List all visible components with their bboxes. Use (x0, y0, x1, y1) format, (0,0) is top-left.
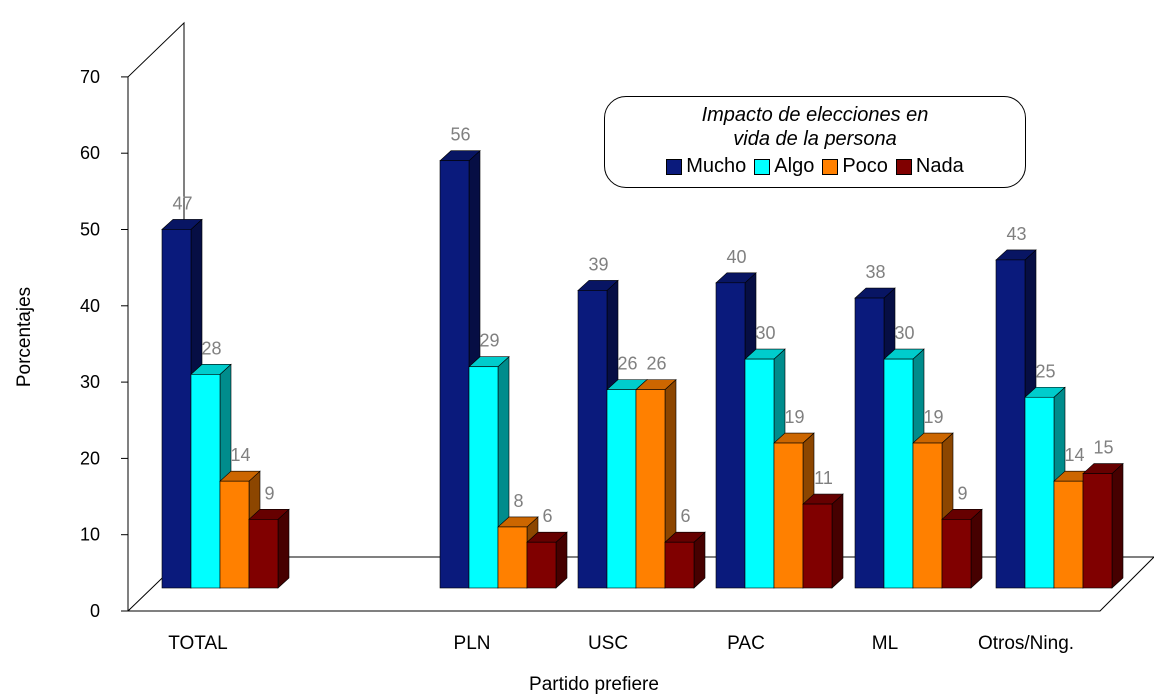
y-tick-label: 40 (80, 296, 100, 316)
bar-front (912, 442, 943, 589)
bar-front (664, 541, 695, 589)
x-tick-label: PLN (454, 633, 491, 654)
data-label: 40 (726, 247, 746, 267)
bar-nada-2 (664, 531, 706, 589)
bar-front (219, 480, 250, 589)
legend-label-nada: Nada (915, 155, 964, 177)
legend-label-poco: Poco (842, 155, 888, 177)
x-tick-label: PAC (727, 633, 765, 654)
data-label: 19 (923, 407, 943, 427)
bar-front (744, 358, 775, 589)
bar-front (715, 282, 746, 589)
bar-front (1082, 473, 1113, 589)
data-label: 14 (1064, 445, 1084, 465)
bar-front (995, 259, 1026, 589)
data-label: 19 (784, 407, 804, 427)
x-tick-label: TOTAL (168, 633, 227, 654)
bar-front (773, 442, 804, 589)
y-tick-label: 60 (80, 143, 100, 163)
legend-title-line2: vida de la persona (733, 128, 897, 150)
x-tick-label: ML (872, 633, 898, 654)
bar-front (635, 389, 666, 589)
bar-front (577, 290, 608, 589)
legend-label-mucho: Mucho (686, 155, 747, 177)
data-label: 30 (894, 323, 914, 343)
y-tick-label: 10 (80, 525, 100, 545)
data-label: 43 (1006, 224, 1026, 244)
bar-front (606, 389, 637, 589)
y-axis-title: Porcentajes (14, 287, 35, 387)
legend-item-poco: Poco (822, 155, 888, 178)
bar-front (439, 160, 470, 589)
x-tick-label: USC (588, 633, 628, 654)
bar-side (970, 508, 983, 589)
y-axis: 0 10 20 30 40 50 60 70 (80, 67, 128, 621)
data-label: 11 (814, 468, 833, 488)
bar-front (190, 374, 221, 589)
legend-item-mucho: Mucho (666, 155, 746, 178)
legend-title-line1: Impacto de elecciones en (701, 104, 929, 126)
legend-swatch-algo (754, 158, 771, 175)
bar-front (161, 229, 192, 589)
bar-nada-3 (802, 493, 844, 589)
bar-front (802, 503, 833, 589)
legend-swatch-poco (822, 158, 839, 175)
bar-nada-5 (1082, 462, 1124, 589)
legend-swatch-nada (895, 158, 912, 175)
x-axis-title: Partido prefiere (529, 674, 659, 695)
bar-front (941, 519, 972, 589)
data-label: 29 (479, 331, 499, 351)
bar-front (1053, 480, 1084, 589)
bar-front (854, 297, 885, 589)
y-tick-label: 20 (80, 448, 100, 468)
bar-side (1111, 462, 1124, 589)
data-label: 8 (513, 491, 523, 511)
data-label: 28 (201, 338, 221, 358)
data-label: 9 (264, 483, 274, 503)
bars (161, 150, 1124, 589)
x-tick-label: Otros/Ning. (978, 633, 1074, 654)
data-label: 15 (1093, 438, 1113, 458)
bar-front (883, 358, 914, 589)
bar-front (526, 541, 557, 589)
bar-front (497, 526, 528, 589)
y-tick-label: 70 (80, 67, 100, 87)
data-label: 26 (646, 354, 666, 374)
legend-item-nada: Nada (895, 155, 964, 178)
data-label: 26 (617, 354, 637, 374)
data-label: 9 (957, 483, 967, 503)
data-label: 14 (230, 445, 250, 465)
legend-item-algo: Algo (754, 155, 814, 178)
data-label: 47 (172, 193, 192, 213)
data-label: 56 (450, 125, 470, 145)
bar-front (248, 519, 279, 589)
data-label: 6 (680, 506, 690, 526)
bar-side (831, 493, 844, 589)
data-label: 25 (1035, 361, 1055, 381)
data-label: 6 (542, 506, 552, 526)
y-tick-label: 50 (80, 220, 100, 240)
legend-label-algo: Algo (774, 155, 815, 177)
bar-front (1024, 396, 1055, 589)
legend: Impacto de elecciones en vida de la pers… (604, 96, 1026, 188)
legend-items: Mucho Algo Poco Nada (605, 155, 1025, 178)
bar-front (468, 366, 499, 589)
bar-nada-1 (526, 531, 568, 589)
bar-nada-4 (941, 508, 983, 589)
data-label: 39 (588, 254, 608, 274)
legend-swatch-mucho (666, 158, 683, 175)
data-label: 30 (755, 323, 775, 343)
y-tick-label: 0 (90, 601, 100, 621)
y-tick-label: 30 (80, 372, 100, 392)
x-axis: TOTAL PLN USC PAC ML Otros/Ning. (168, 633, 1074, 654)
data-label: 38 (865, 262, 885, 282)
bar-side (277, 508, 290, 589)
bar-nada-0 (248, 508, 290, 589)
